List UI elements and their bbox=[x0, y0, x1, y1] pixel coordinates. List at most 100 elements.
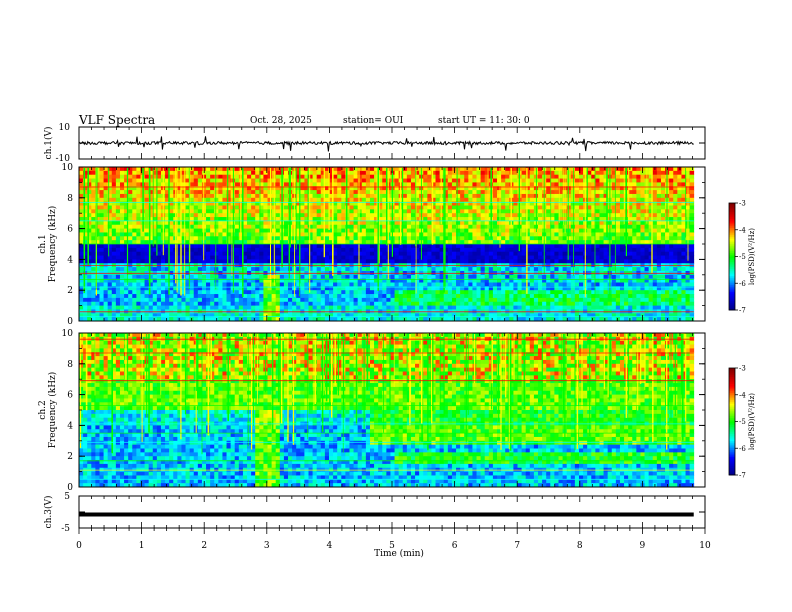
spectrogram-cell bbox=[509, 286, 514, 291]
spectrogram-cell bbox=[148, 247, 154, 253]
spectrogram-cell bbox=[451, 290, 457, 295]
spectrogram-cell bbox=[456, 209, 461, 214]
spectrogram-cell bbox=[91, 190, 96, 195]
spectrogram-cell bbox=[206, 197, 211, 203]
spectrogram-cell bbox=[361, 186, 367, 191]
spectrogram-cell bbox=[476, 301, 482, 306]
spectrogram-cell bbox=[374, 251, 379, 256]
spectrogram-cell bbox=[505, 244, 510, 249]
spectrogram-cell bbox=[386, 294, 391, 299]
spectrogram-cell bbox=[468, 217, 473, 222]
spectrogram-cell bbox=[91, 193, 96, 199]
spectrogram-cell bbox=[578, 244, 584, 249]
spectrogram-cell bbox=[119, 186, 125, 191]
spectrogram-cell bbox=[337, 236, 342, 241]
spectrogram-cell bbox=[144, 297, 150, 303]
spectrogram-cell bbox=[451, 282, 457, 287]
spectrogram-cell bbox=[124, 197, 129, 203]
spectrogram-cell bbox=[415, 240, 420, 245]
spectrogram-cell bbox=[533, 251, 539, 256]
spectrogram-cell bbox=[214, 236, 219, 241]
spectrogram-cell bbox=[382, 228, 387, 233]
spectrogram-cell bbox=[210, 290, 215, 295]
spectrogram-cell bbox=[480, 182, 486, 187]
spectrogram-cell bbox=[165, 244, 170, 249]
spectrogram-cell bbox=[111, 236, 117, 241]
spectrogram-cell bbox=[115, 186, 121, 191]
spectrogram-cell bbox=[308, 240, 313, 245]
spectrogram-cell bbox=[91, 167, 96, 172]
ch1-waveform-ylabel: ch.1(V) bbox=[43, 127, 54, 160]
spectrogram-cell bbox=[189, 232, 195, 237]
spectrogram-cell bbox=[214, 274, 219, 280]
spectrogram-cell bbox=[230, 209, 236, 214]
spectrogram-cell bbox=[247, 251, 252, 256]
spectrogram-cell bbox=[550, 197, 555, 203]
spectrogram-cell bbox=[83, 267, 88, 272]
spectrogram-cell bbox=[333, 255, 338, 260]
spectrogram-cell bbox=[160, 282, 166, 287]
spectrogram-cell bbox=[148, 167, 154, 172]
spectrogram-cell bbox=[345, 170, 350, 176]
spectrogram-cell bbox=[210, 240, 215, 245]
spectrogram-cell bbox=[115, 247, 121, 253]
spectrogram-cell bbox=[497, 170, 502, 176]
spectrogram-cell bbox=[525, 240, 531, 245]
spectrogram-cell bbox=[480, 186, 486, 191]
spectrogram-cell bbox=[201, 224, 207, 229]
spectrogram-cell bbox=[83, 197, 88, 203]
spectrogram-cell bbox=[144, 167, 150, 172]
spectrogram-cell bbox=[316, 247, 322, 253]
spectrogram-cell bbox=[570, 167, 576, 172]
spectrogram-cell bbox=[333, 278, 338, 283]
spectrogram-cell bbox=[369, 305, 375, 310]
spectrogram-cell bbox=[119, 297, 125, 303]
spectrogram-cell bbox=[156, 224, 162, 229]
spectrogram-cell bbox=[447, 182, 453, 187]
spectrogram-cell bbox=[333, 178, 338, 183]
spectrogram-cell bbox=[402, 224, 408, 229]
spectrogram-cell bbox=[197, 220, 203, 226]
spectrogram-cell bbox=[189, 228, 195, 233]
spectrogram-cell bbox=[558, 286, 563, 291]
spectrogram-cell bbox=[156, 278, 162, 283]
spectrogram-cell bbox=[538, 294, 543, 299]
spectrogram-cell bbox=[259, 193, 264, 199]
spectrogram-cell bbox=[136, 286, 141, 291]
spectrogram-cell bbox=[558, 317, 563, 322]
spectrogram-cell bbox=[538, 232, 543, 237]
spectrogram-cell bbox=[328, 286, 334, 291]
spectrogram-cell bbox=[255, 259, 260, 264]
spectrogram-cell bbox=[415, 282, 420, 287]
spectrogram-cell bbox=[210, 255, 215, 260]
spectrogram-cell bbox=[259, 201, 264, 206]
spectrogram-cell bbox=[497, 297, 502, 303]
spectrogram-cell bbox=[83, 251, 88, 256]
spectrogram-cell bbox=[525, 251, 531, 256]
spectrogram-cell bbox=[410, 224, 416, 229]
spectrogram-cell bbox=[492, 244, 498, 249]
spectrogram-cell bbox=[148, 282, 154, 287]
spectrogram-cell bbox=[476, 170, 482, 176]
spectrogram-cell bbox=[79, 278, 84, 283]
spectrogram-cell bbox=[521, 255, 527, 260]
spectrogram-cell bbox=[538, 217, 543, 222]
spectrogram-cell bbox=[562, 259, 568, 264]
spectrogram-cell bbox=[83, 209, 88, 214]
spectrogram-cell bbox=[374, 217, 379, 222]
spectrogram-cell bbox=[361, 209, 367, 214]
spectrogram-cell bbox=[111, 313, 117, 318]
spectrogram-cell bbox=[361, 274, 367, 280]
spectrogram-cell bbox=[107, 297, 113, 303]
spectrogram-cell bbox=[312, 305, 318, 310]
spectrogram-cell bbox=[218, 278, 223, 283]
spectrogram-cell bbox=[501, 236, 506, 241]
spectrogram-cell bbox=[435, 267, 441, 272]
spectrogram-cell bbox=[99, 186, 104, 191]
spectrogram-cell bbox=[337, 217, 342, 222]
spectrogram-cell bbox=[189, 236, 195, 241]
spectrogram-cell bbox=[435, 290, 441, 295]
spectrogram-cell bbox=[529, 170, 535, 176]
spectrogram-cell bbox=[525, 232, 531, 237]
spectrogram-cell bbox=[226, 317, 232, 322]
